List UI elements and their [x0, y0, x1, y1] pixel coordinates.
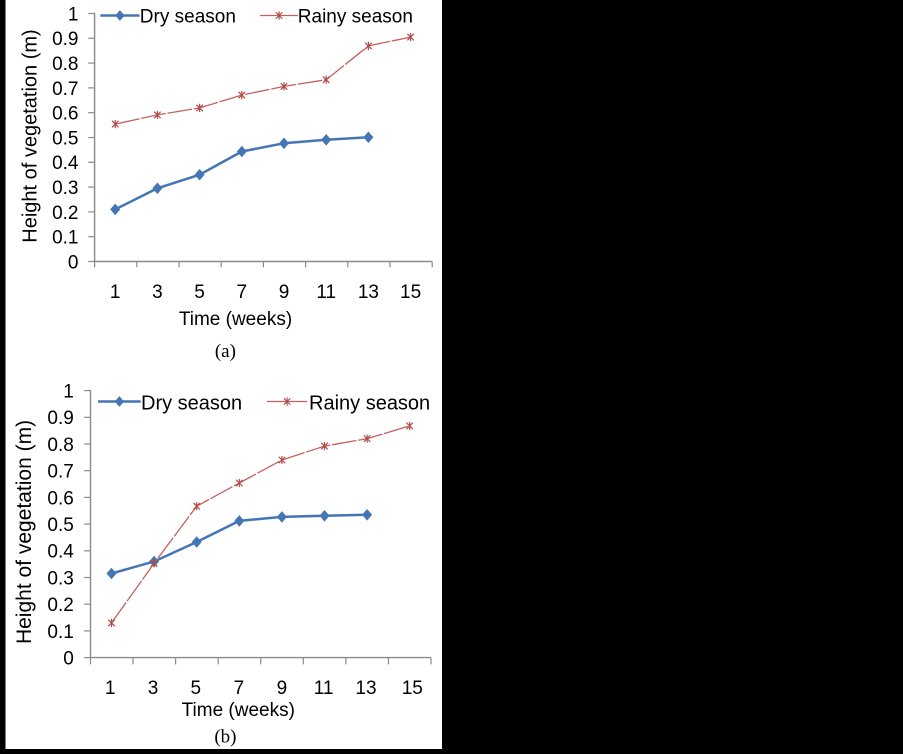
svg-text:5: 5 [194, 282, 205, 303]
svg-text:0.1: 0.1 [52, 228, 78, 249]
svg-text:0.3: 0.3 [52, 178, 78, 199]
svg-text:0.2: 0.2 [52, 203, 78, 224]
svg-text:0.7: 0.7 [52, 79, 78, 100]
svg-text:3: 3 [152, 282, 163, 303]
svg-text:7: 7 [234, 678, 245, 699]
svg-text:Rainy season: Rainy season [309, 392, 430, 414]
svg-text:1: 1 [68, 4, 79, 25]
svg-text:0.8: 0.8 [47, 435, 73, 456]
svg-text:1: 1 [63, 382, 74, 403]
svg-text:Height of vegetation (m): Height of vegetation (m) [20, 29, 42, 242]
svg-text:0.9: 0.9 [47, 408, 73, 429]
svg-text:Time (weeks): Time (weeks) [182, 700, 295, 721]
svg-text:15: 15 [400, 282, 421, 303]
svg-text:0: 0 [68, 252, 79, 273]
svg-text:5: 5 [191, 678, 202, 699]
svg-text:0.5: 0.5 [52, 128, 78, 149]
svg-text:Height of vegetation (m): Height of vegetation (m) [13, 420, 36, 644]
svg-text:0.3: 0.3 [47, 568, 73, 589]
svg-text:7: 7 [237, 282, 248, 303]
svg-text:0.6: 0.6 [47, 488, 73, 509]
svg-text:0.8: 0.8 [52, 54, 78, 75]
svg-text:Time (weeks): Time (weeks) [179, 309, 292, 330]
svg-text:0.6: 0.6 [52, 104, 78, 125]
svg-text:(b): (b) [214, 726, 236, 747]
svg-text:13: 13 [355, 678, 376, 699]
svg-text:11: 11 [316, 282, 336, 303]
svg-text:11: 11 [314, 678, 334, 699]
svg-text:3: 3 [148, 678, 159, 699]
svg-text:0.4: 0.4 [47, 542, 74, 563]
svg-text:0.4: 0.4 [52, 153, 79, 174]
svg-text:0.5: 0.5 [47, 515, 73, 536]
svg-text:1: 1 [110, 282, 121, 303]
svg-text:Dry season: Dry season [141, 392, 242, 414]
svg-text:13: 13 [358, 282, 379, 303]
svg-text:(a): (a) [215, 341, 236, 362]
svg-text:1: 1 [105, 678, 116, 699]
svg-text:0.2: 0.2 [47, 595, 73, 616]
svg-text:0.9: 0.9 [52, 29, 78, 50]
svg-text:Rainy season: Rainy season [298, 6, 413, 27]
svg-text:0: 0 [63, 649, 74, 670]
svg-text:9: 9 [277, 678, 288, 699]
svg-text:9: 9 [279, 282, 290, 303]
svg-text:Dry season: Dry season [140, 6, 236, 27]
svg-text:0.1: 0.1 [47, 622, 73, 643]
svg-text:0.7: 0.7 [47, 462, 73, 483]
svg-text:15: 15 [402, 678, 423, 699]
